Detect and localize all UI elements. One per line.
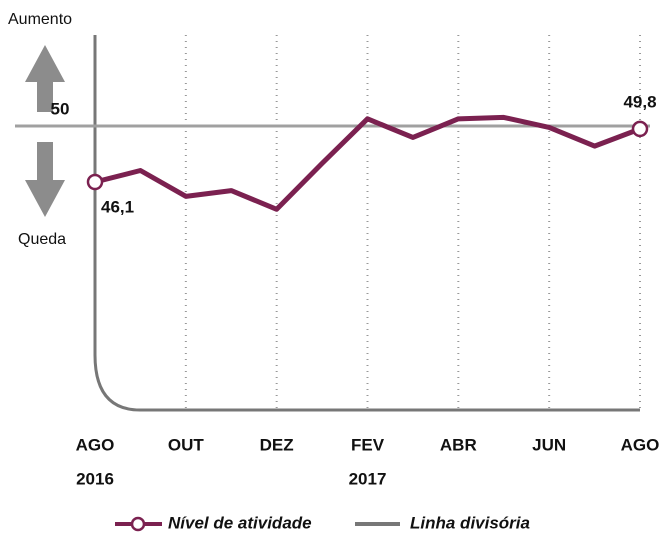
x-tick-label: DEZ <box>260 435 294 454</box>
x-tick-label: JUN <box>532 435 566 454</box>
legend-marker <box>130 516 146 532</box>
x-tick-label: OUT <box>168 435 205 454</box>
arrows <box>25 45 65 217</box>
down-arrow <box>25 142 65 217</box>
axis <box>93 35 640 412</box>
x-tick-label: AGO <box>621 435 660 454</box>
up-arrow <box>25 45 65 112</box>
annotation: Queda <box>18 231 66 248</box>
year-label: 2016 <box>76 469 114 488</box>
x-tick-label: AGO <box>76 435 115 454</box>
marker <box>86 173 104 191</box>
x-tick-label: FEV <box>351 435 385 454</box>
reference-label: 50 <box>51 99 70 118</box>
legend-label: Linha divisória <box>410 513 530 532</box>
legend-label: Nível de atividade <box>168 513 312 532</box>
marker <box>631 120 649 138</box>
year-label: 2017 <box>349 469 387 488</box>
value-label: 46,1 <box>101 197 134 216</box>
annotation: Aumento <box>8 11 72 28</box>
line <box>94 114 641 212</box>
value-label: 49,8 <box>623 92 656 111</box>
x-tick-label: ABR <box>440 435 477 454</box>
